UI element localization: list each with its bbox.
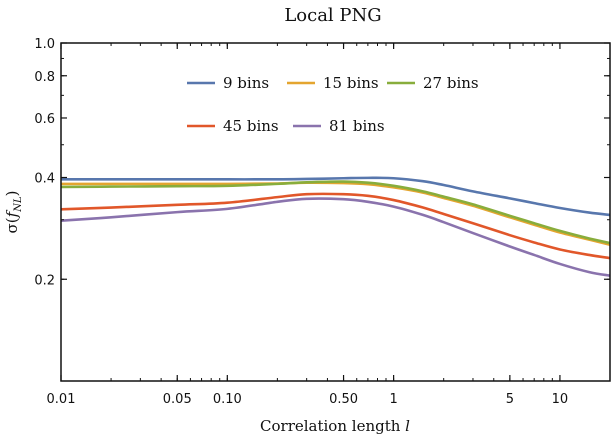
x-tick-label: 5 [506,392,514,407]
x-tick-label: 0.50 [329,392,358,407]
x-axis-title: Correlation length l [260,417,410,435]
y-axis-title: σ(fNL) [3,191,24,234]
plot-frame [60,42,611,382]
x-tick-label: 0.01 [47,392,76,407]
series-line-45-bins [60,192,611,260]
y-tick-label: 1.0 [34,37,55,52]
legend-label: 27 bins [423,74,479,92]
legend-label: 9 bins [223,74,269,92]
legend-label: 81 bins [329,117,385,135]
plot-lines [60,176,611,277]
y-tick-label: 0.8 [34,70,55,85]
series-line-27-bins [60,180,611,245]
series-line-15-bins [60,181,611,247]
legend-label: 45 bins [223,117,279,135]
x-tick-label: 0.10 [213,392,242,407]
x-tick-label: 1 [389,392,397,407]
series-line-81-bins [60,197,611,277]
chart-title: Local PNG [284,5,381,26]
legend-label: 15 bins [323,74,379,92]
x-tick-label: 10 [552,392,569,407]
y-tick-label: 0.2 [34,273,55,288]
y-tick-label: 0.4 [34,172,55,187]
axis-ticks: 0.01 0.05 0.10 0.50 1 5 10 0.2 0.4 0.6 0.8 1.0 [34,37,611,407]
x-tick-label: 0.05 [163,392,192,407]
series-line-9-bins [61,176,611,217]
legend: 9 bins 15 bins 27 bins 45 bins 81 bins [187,74,479,135]
y-tick-label: 0.6 [34,112,55,127]
